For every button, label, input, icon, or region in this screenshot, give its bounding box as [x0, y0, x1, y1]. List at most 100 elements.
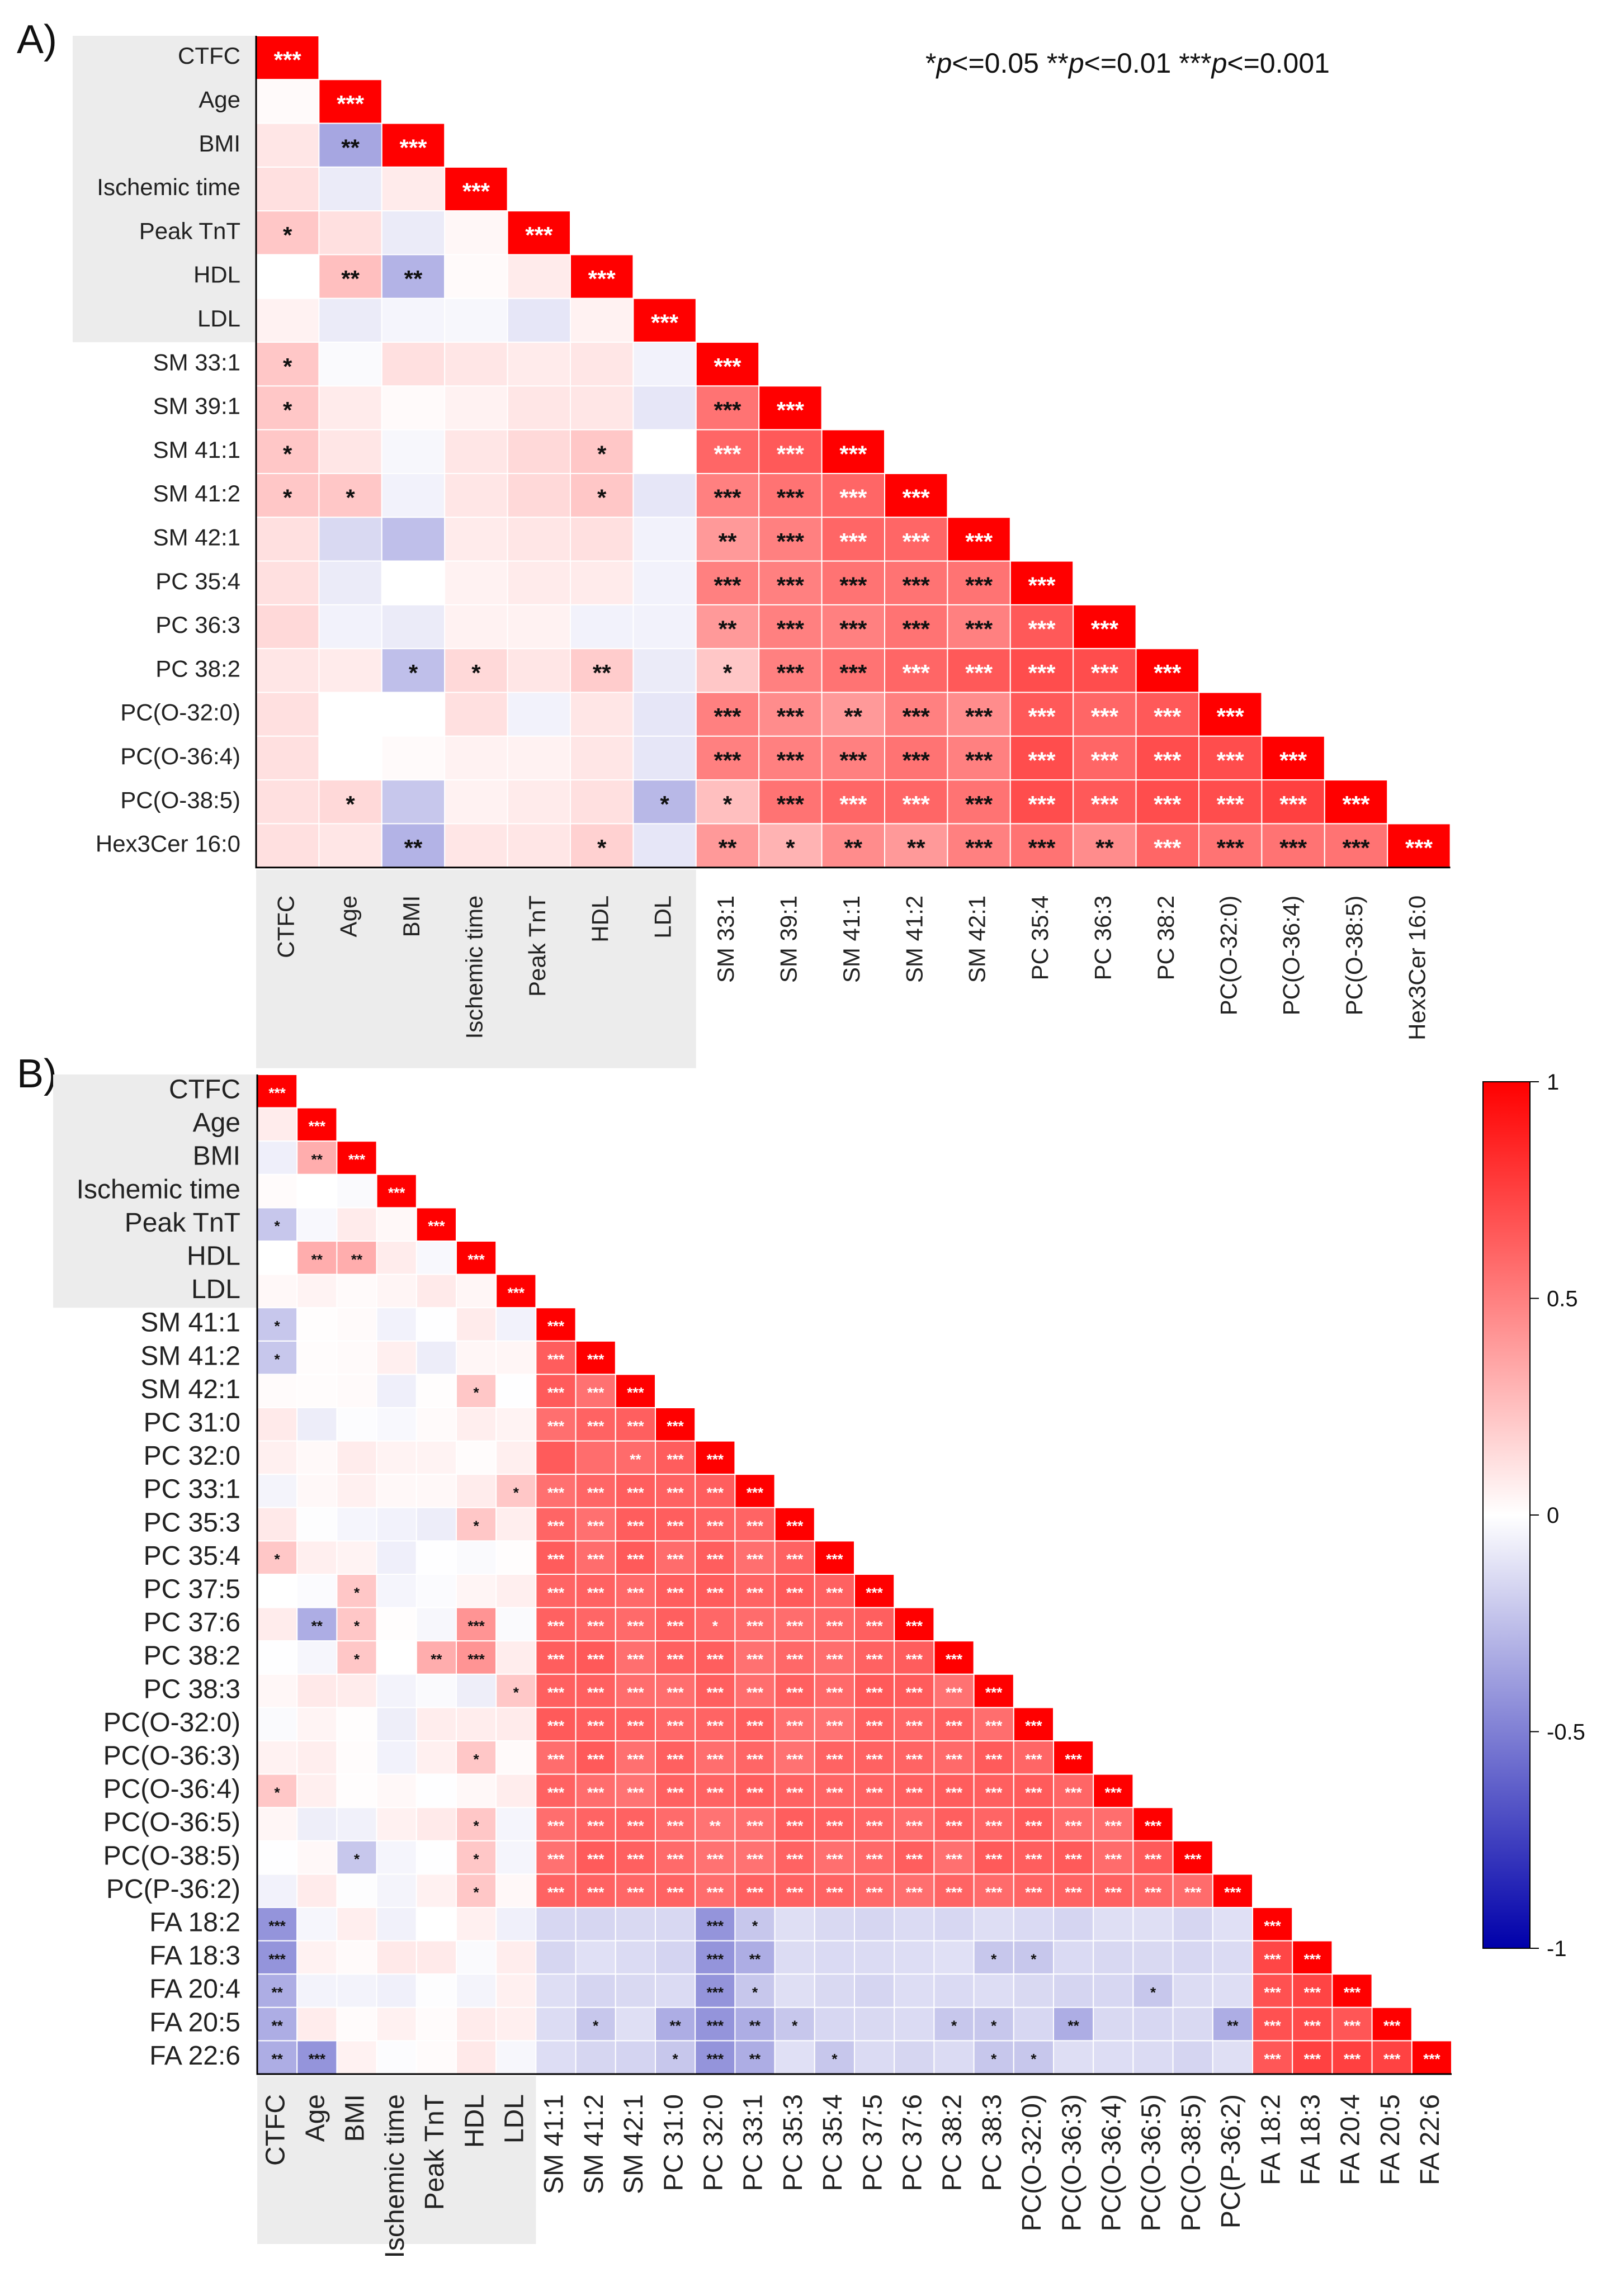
significance-mark: ***	[866, 1617, 883, 1634]
heatmap-cell	[336, 1907, 377, 1942]
heatmap-cell	[1053, 1840, 1094, 1875]
heatmap-cell	[415, 1507, 457, 1542]
significance-mark: ***	[587, 1351, 604, 1368]
significance-mark: ***	[965, 660, 993, 686]
heatmap-cell	[758, 735, 823, 781]
heatmap-cell	[814, 1640, 856, 1675]
heatmap-cell	[376, 1973, 417, 2008]
panel-a-label: A)	[17, 17, 57, 62]
significance-mark: *	[474, 1518, 480, 1535]
heatmap-cell	[257, 1274, 298, 1309]
heatmap-cell	[535, 1307, 577, 1342]
heatmap-cell	[507, 735, 571, 781]
significance-mark: ***	[268, 1085, 286, 1101]
heatmap-cell	[1093, 1940, 1134, 1975]
heatmap-cell	[381, 692, 446, 737]
significance-mark: ***	[866, 1784, 883, 1801]
heatmap-cell	[318, 648, 382, 693]
column-label: PC 38:2	[938, 2094, 967, 2191]
heatmap-cell	[1212, 1907, 1254, 1942]
significance-mark: ***	[1028, 660, 1056, 686]
heatmap-cell	[933, 2040, 975, 2075]
heatmap-cell	[376, 1707, 417, 1741]
significance-mark: ***	[547, 1751, 565, 1768]
heatmap-cell	[615, 1707, 656, 1741]
heatmap-cell	[256, 779, 320, 825]
heatmap-cell	[632, 385, 697, 430]
significance-mark: ***	[1145, 1851, 1162, 1868]
heatmap-cell	[1013, 1807, 1055, 1841]
heatmap-cell	[575, 1840, 616, 1875]
heatmap-cell	[570, 604, 634, 650]
significance-mark: ***	[747, 1551, 764, 1568]
heatmap-b: ******** ******* ***** ** ******* **** *** ****…	[53, 1074, 1453, 2258]
heatmap-cell	[415, 1307, 457, 1342]
heatmap-cell	[933, 1873, 975, 1908]
heatmap-cell	[415, 2006, 457, 2042]
clinical-col-band	[256, 869, 696, 1068]
heatmap-cell	[575, 1440, 616, 1475]
heatmap-cell	[655, 1740, 696, 1775]
heatmap-cell	[1172, 1907, 1213, 1942]
heatmap-cell	[296, 1440, 338, 1475]
significance-mark: ***	[747, 1484, 764, 1501]
significance-mark: **	[749, 2018, 761, 2034]
heatmap-cell	[376, 1940, 417, 1975]
heatmap-cell	[615, 2040, 656, 2075]
heatmap-cell	[894, 2040, 935, 2075]
significance-mark: ***	[547, 1651, 565, 1668]
row-label: PC 38:2	[144, 1641, 240, 1671]
significance-mark: ***	[1028, 703, 1056, 730]
significance-mark: *	[597, 485, 607, 511]
significance-mark: ***	[906, 1651, 923, 1668]
heatmap-cell	[821, 604, 885, 650]
heatmap-cell	[318, 560, 382, 605]
column-label: FA 18:2	[1256, 2094, 1286, 2185]
significance-mark: ***	[965, 791, 993, 817]
heatmap-cell	[632, 342, 697, 387]
significance-mark: ***	[547, 1484, 565, 1501]
heatmap-cell	[535, 1540, 577, 1575]
significance-mark: ***	[826, 1584, 843, 1601]
heatmap-cell	[814, 1873, 856, 1908]
heatmap-cell	[336, 1274, 377, 1309]
row-label: PC 37:5	[144, 1574, 240, 1604]
significance-mark: ***	[1264, 1951, 1281, 1967]
significance-mark: ***	[1091, 791, 1119, 817]
heatmap-cell	[695, 1807, 736, 1841]
significance-mark: ***	[587, 1817, 604, 1834]
heatmap-cell	[1212, 1940, 1254, 1975]
heatmap-cell	[456, 1307, 497, 1342]
heatmap-cell	[1013, 2006, 1055, 2042]
heatmap-cell	[695, 1440, 736, 1475]
significance-mark: ***	[1264, 2018, 1281, 2034]
significance-mark: ***	[547, 1684, 565, 1701]
heatmap-cell	[884, 517, 948, 562]
column-label: FA 22:6	[1415, 2094, 1445, 2185]
heatmap-cell	[1013, 1973, 1055, 2008]
heatmap-cell	[1093, 1840, 1134, 1875]
significance-mark: **	[431, 1651, 442, 1668]
significance-mark: ***	[1028, 572, 1056, 598]
significance-mark: ***	[627, 1817, 644, 1834]
heatmap-cell	[256, 692, 320, 737]
heatmap-cell	[336, 1241, 377, 1275]
significance-mark: ***	[839, 528, 867, 555]
heatmap-cell	[575, 1540, 616, 1575]
significance-mark: *	[354, 1617, 360, 1634]
significance-mark: ***	[667, 1451, 684, 1467]
significance-mark: ***	[667, 1551, 684, 1568]
row-label: PC(O-36:3)	[103, 1741, 240, 1770]
row-label: HDL	[193, 262, 240, 288]
significance-mark: ***	[667, 1518, 684, 1535]
heatmap-cell	[296, 2006, 338, 2042]
heatmap-cell	[256, 560, 320, 605]
heatmap-cell	[535, 1407, 577, 1442]
heatmap-cell	[495, 1740, 537, 1775]
significance-mark: ***	[777, 747, 805, 773]
heatmap-cell	[655, 1440, 696, 1475]
significance-mark: **	[719, 528, 737, 555]
significance-mark: ***	[714, 747, 741, 773]
significance-mark: ***	[786, 1551, 804, 1568]
row-label: BMI	[193, 1142, 240, 1171]
